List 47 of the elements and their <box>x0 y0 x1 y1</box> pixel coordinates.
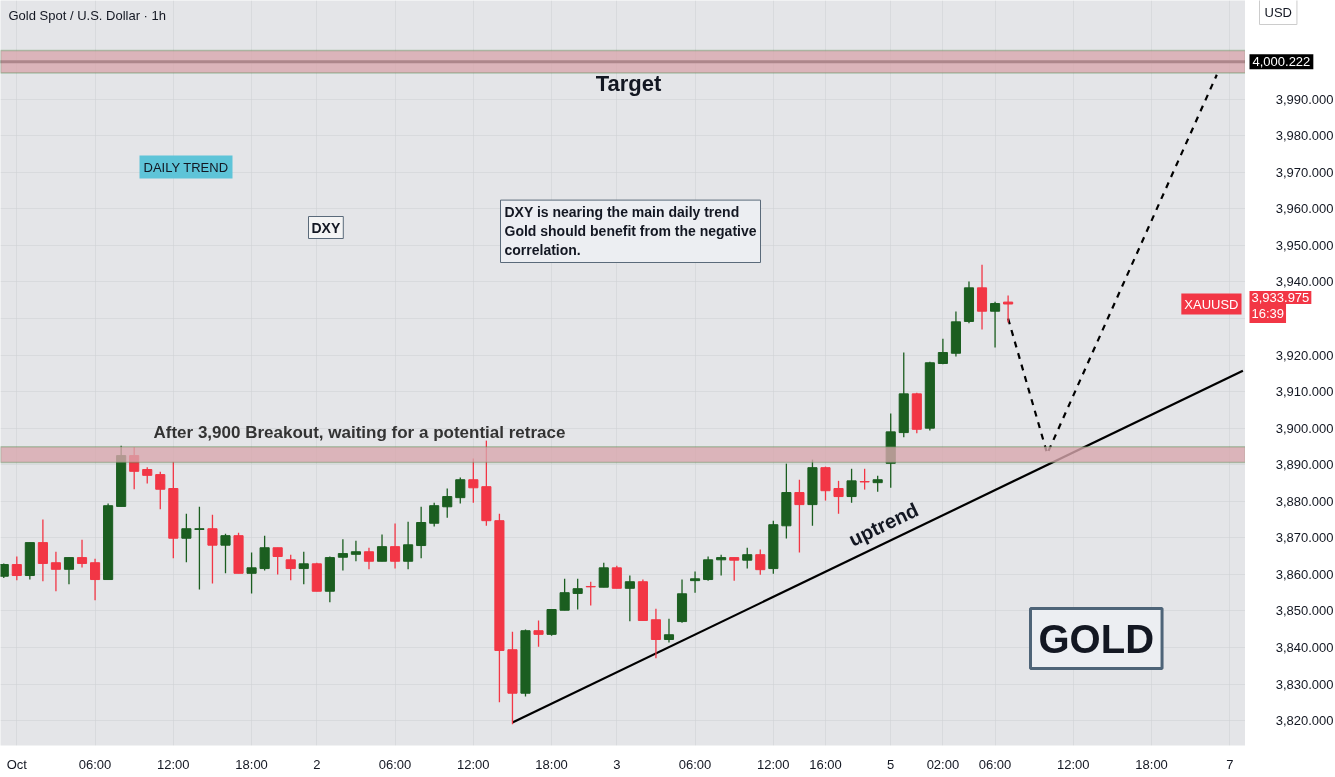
x-tick-label: 06:00 <box>978 756 1012 772</box>
x-tick-label: 06:00 <box>378 756 412 772</box>
x-tick-label: 3 <box>613 756 621 772</box>
y-tick-label: 3,890.000 <box>1275 457 1334 473</box>
y-tick-label: 3,820.000 <box>1275 713 1334 729</box>
y-tick-label: 3,970.000 <box>1275 164 1334 180</box>
annotation: XAUUSD <box>1184 296 1239 312</box>
y-tick-label: 3,860.000 <box>1275 566 1334 582</box>
y-tick-label: 3,840.000 <box>1275 640 1334 656</box>
ref-line-label: 4,000.222 <box>1252 54 1311 70</box>
x-tick-label: 18:00 <box>1135 756 1168 772</box>
annotation: DAILY TREND <box>143 159 229 175</box>
y-tick-label: 3,850.000 <box>1275 603 1334 619</box>
y-tick-label: 3,830.000 <box>1275 676 1334 692</box>
x-tick-label: Oct <box>6 756 28 772</box>
annotation: DXY <box>311 219 341 236</box>
annotation: After 3,900 Breakout, waiting for a potential retrace <box>153 423 566 442</box>
y-tick-label: 3,960.000 <box>1275 201 1334 217</box>
annotation: GOLD <box>1038 616 1155 661</box>
y-tick-label: 3,900.000 <box>1275 420 1334 436</box>
text: USD <box>1264 4 1292 20</box>
x-tick-label: 12:00 <box>757 756 790 772</box>
text: 16:39 <box>1251 306 1285 321</box>
y-tick-label: 3,910.000 <box>1275 384 1334 400</box>
x-tick-label: 7 <box>1226 756 1234 772</box>
x-tick-label: 06:00 <box>78 756 112 772</box>
x-tick-label: 5 <box>887 756 895 772</box>
y-tick-label: 3,920.000 <box>1275 347 1334 363</box>
y-tick-label: 3,950.000 <box>1275 237 1334 253</box>
text: Gold Spot / U.S. Dollar · 1h <box>8 7 167 23</box>
y-tick-label: 3,880.000 <box>1275 493 1334 509</box>
x-tick-label: 12:00 <box>157 756 190 772</box>
x-tick-label: 06:00 <box>678 756 712 772</box>
x-tick-label: 18:00 <box>235 756 268 772</box>
y-tick-label: 3,990.000 <box>1275 91 1334 107</box>
y-tick-label: 3,940.000 <box>1275 274 1334 290</box>
x-tick-label: 12:00 <box>457 756 490 772</box>
text: 3,933.975 <box>1251 290 1310 305</box>
x-tick-label: 02:00 <box>926 756 960 772</box>
annotation: Target <box>595 71 662 96</box>
y-tick-label: 3,870.000 <box>1275 530 1334 546</box>
x-tick-label: 18:00 <box>535 756 568 772</box>
x-tick-label: 2 <box>313 756 321 772</box>
y-tick-label: 3,980.000 <box>1275 128 1334 144</box>
x-tick-label: 12:00 <box>1057 756 1090 772</box>
annotation: DXY is nearing the main daily trend Gold should benefit from the negative correlation. <box>504 204 757 259</box>
x-tick-label: 16:00 <box>809 756 842 772</box>
